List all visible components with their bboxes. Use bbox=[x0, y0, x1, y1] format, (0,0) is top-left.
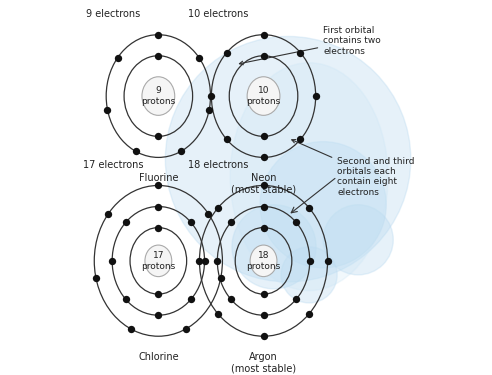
Point bbox=[177, 148, 185, 154]
Text: 10 electrons: 10 electrons bbox=[188, 9, 248, 19]
Point bbox=[182, 326, 190, 332]
Point bbox=[104, 211, 112, 217]
Point bbox=[297, 50, 305, 55]
Point bbox=[260, 333, 268, 339]
Ellipse shape bbox=[250, 245, 277, 277]
Point bbox=[154, 53, 162, 59]
Point bbox=[260, 291, 268, 297]
Point bbox=[223, 50, 231, 55]
Point bbox=[260, 183, 268, 189]
Text: Second and third
orbitals each
contain eight
electrons: Second and third orbitals each contain e… bbox=[292, 140, 415, 197]
Ellipse shape bbox=[230, 63, 388, 291]
Point bbox=[122, 219, 129, 225]
Circle shape bbox=[232, 205, 316, 289]
Point bbox=[92, 274, 100, 280]
Text: Argon
(most stable): Argon (most stable) bbox=[231, 352, 296, 374]
Point bbox=[187, 219, 195, 225]
Point bbox=[260, 134, 268, 140]
Point bbox=[260, 32, 268, 38]
Ellipse shape bbox=[145, 245, 172, 277]
Point bbox=[132, 148, 140, 154]
Text: 18
protons: 18 protons bbox=[246, 251, 280, 270]
Point bbox=[205, 107, 213, 113]
Circle shape bbox=[165, 36, 411, 282]
Text: Chlorine: Chlorine bbox=[138, 352, 179, 362]
Point bbox=[154, 183, 162, 189]
Point bbox=[154, 134, 162, 140]
Point bbox=[154, 312, 162, 318]
Point bbox=[227, 296, 235, 302]
Point bbox=[214, 258, 221, 264]
Point bbox=[114, 55, 122, 61]
Point bbox=[260, 53, 268, 59]
Text: 9 electrons: 9 electrons bbox=[86, 9, 140, 19]
Point bbox=[292, 219, 300, 225]
Text: 17
protons: 17 protons bbox=[141, 251, 176, 270]
Point bbox=[324, 258, 332, 264]
Point bbox=[154, 204, 162, 210]
Point bbox=[103, 107, 111, 113]
Text: First orbital
contains two
electrons: First orbital contains two electrons bbox=[240, 26, 381, 65]
Point bbox=[306, 258, 314, 264]
Text: Neon
(most stable): Neon (most stable) bbox=[231, 173, 296, 195]
Point bbox=[215, 311, 222, 317]
Text: 17 electrons: 17 electrons bbox=[83, 160, 143, 170]
Point bbox=[154, 291, 162, 297]
Point bbox=[223, 136, 231, 142]
Point bbox=[205, 211, 213, 217]
Text: 18 electrons: 18 electrons bbox=[188, 160, 248, 170]
Ellipse shape bbox=[247, 77, 280, 116]
Circle shape bbox=[260, 142, 386, 268]
Point bbox=[260, 204, 268, 210]
Point bbox=[108, 258, 116, 264]
Text: 9
protons: 9 protons bbox=[141, 86, 176, 106]
Point bbox=[305, 311, 313, 317]
Point bbox=[122, 296, 129, 302]
Point bbox=[195, 258, 203, 264]
Point bbox=[195, 55, 203, 61]
Point bbox=[312, 93, 320, 99]
Point bbox=[201, 258, 209, 264]
Point bbox=[154, 32, 162, 38]
Point bbox=[227, 219, 235, 225]
Point bbox=[305, 204, 313, 210]
Point bbox=[126, 326, 134, 332]
Text: 10
protons: 10 protons bbox=[246, 86, 280, 106]
Point bbox=[292, 296, 300, 302]
Point bbox=[297, 136, 305, 142]
Point bbox=[215, 204, 222, 210]
Point bbox=[217, 274, 225, 280]
Circle shape bbox=[323, 205, 393, 275]
Point bbox=[260, 154, 268, 160]
Point bbox=[260, 312, 268, 318]
Point bbox=[187, 296, 195, 302]
Point bbox=[208, 93, 215, 99]
Text: Fluorine: Fluorine bbox=[139, 173, 178, 183]
Ellipse shape bbox=[142, 77, 175, 116]
Circle shape bbox=[281, 247, 337, 303]
Point bbox=[260, 225, 268, 231]
Point bbox=[154, 225, 162, 231]
